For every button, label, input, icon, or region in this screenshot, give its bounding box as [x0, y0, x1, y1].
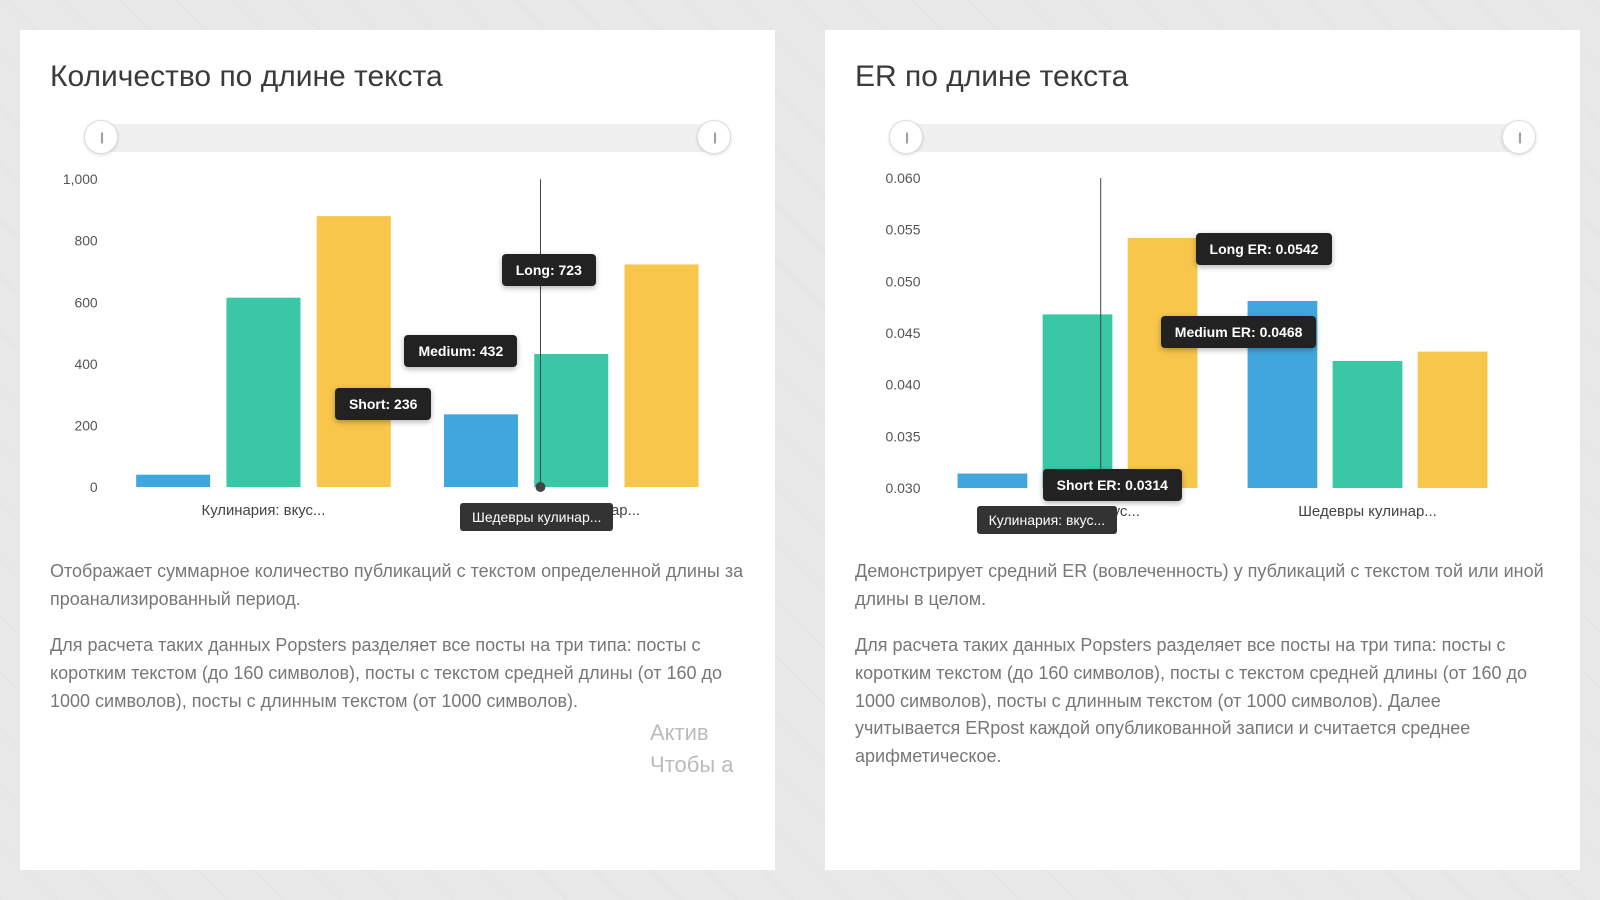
chart-tooltip: Medium: 432 — [404, 335, 517, 367]
svg-text:600: 600 — [74, 294, 97, 310]
left-chart-svg: 0 200 400 600 800 1,000 Кулинария: вкус... Шеде… — [50, 168, 745, 528]
right-slider-handle-start[interactable]: || — [889, 120, 923, 154]
bar-long[interactable] — [1128, 238, 1198, 488]
right-description: Демонстрирует средний ER (вовлеченность)… — [855, 558, 1550, 789]
svg-text:0.030: 0.030 — [885, 480, 920, 496]
left-slider-handle-end[interactable]: || — [697, 120, 731, 154]
xaxis-tooltip: Шедевры кулинар... — [460, 503, 613, 531]
svg-text:0.035: 0.035 — [885, 428, 920, 444]
svg-text:200: 200 — [74, 417, 97, 433]
xaxis-tooltip: Кулинария: вкус... — [977, 506, 1118, 534]
left-panel-title: Количество по длине текста — [50, 60, 745, 94]
chart-tooltip: Medium ER: 0.0468 — [1161, 316, 1317, 348]
right-chart[interactable]: 0.0300.0350.0400.0450.0500.0550.060Кулин… — [855, 168, 1550, 528]
svg-text:0.045: 0.045 — [885, 325, 920, 341]
left-description: Отображает суммарное количество публикац… — [50, 558, 745, 733]
svg-text:0.050: 0.050 — [885, 273, 920, 289]
left-range-slider[interactable]: || || — [90, 124, 725, 152]
main-container: Количество по длине текста || || 0 200 400… — [0, 0, 1600, 900]
bar-short[interactable] — [444, 414, 518, 487]
bar-long[interactable] — [625, 264, 699, 487]
left-panel: Количество по длине текста || || 0 200 400… — [20, 30, 775, 870]
left-chart[interactable]: 0 200 400 600 800 1,000 Кулинария: вкус... Шеде… — [50, 168, 745, 528]
right-desc-p1: Демонстрирует средний ER (вовлеченность)… — [855, 558, 1550, 614]
chart-tooltip: Short ER: 0.0314 — [1043, 469, 1182, 501]
left-desc-p2: Для расчета таких данных Popsters раздел… — [50, 632, 745, 716]
chart-tooltip: Long ER: 0.0542 — [1196, 233, 1333, 265]
bar-medium[interactable] — [1333, 361, 1403, 488]
right-desc-p2: Для расчета таких данных Popsters раздел… — [855, 632, 1550, 771]
right-panel: ER по длине текста || || 0.030 0.035 0.040… — [825, 30, 1580, 870]
svg-text:1,000: 1,000 — [63, 171, 98, 187]
svg-text:0.040: 0.040 — [885, 377, 920, 393]
left-slider-handle-start[interactable]: || — [84, 120, 118, 154]
bar-short[interactable] — [958, 474, 1028, 488]
svg-text:0.055: 0.055 — [885, 222, 920, 238]
svg-text:0.060: 0.060 — [885, 170, 920, 186]
bar-medium[interactable] — [534, 354, 608, 487]
right-range-slider[interactable]: || || — [895, 124, 1530, 152]
bar-short[interactable] — [136, 475, 210, 487]
right-chart-svg: 0.0300.0350.0400.0450.0500.0550.060Кулин… — [855, 168, 1550, 528]
svg-text:Шедевры кулинар...: Шедевры кулинар... — [1298, 503, 1437, 520]
svg-text:800: 800 — [74, 233, 97, 249]
svg-text:400: 400 — [74, 356, 97, 372]
left-desc-p1: Отображает суммарное количество публикац… — [50, 558, 745, 614]
svg-text:0: 0 — [90, 479, 98, 495]
right-slider-handle-end[interactable]: || — [1502, 120, 1536, 154]
svg-text:Кулинария: вкус...: Кулинария: вкус... — [202, 503, 326, 519]
bar-medium[interactable] — [1043, 314, 1113, 488]
bar-medium[interactable] — [226, 298, 300, 487]
chart-tooltip: Short: 236 — [335, 388, 431, 420]
right-panel-title: ER по длине текста — [855, 60, 1550, 94]
bar-long[interactable] — [317, 216, 391, 487]
chart-tooltip: Long: 723 — [502, 254, 596, 286]
bar-long[interactable] — [1418, 352, 1488, 488]
